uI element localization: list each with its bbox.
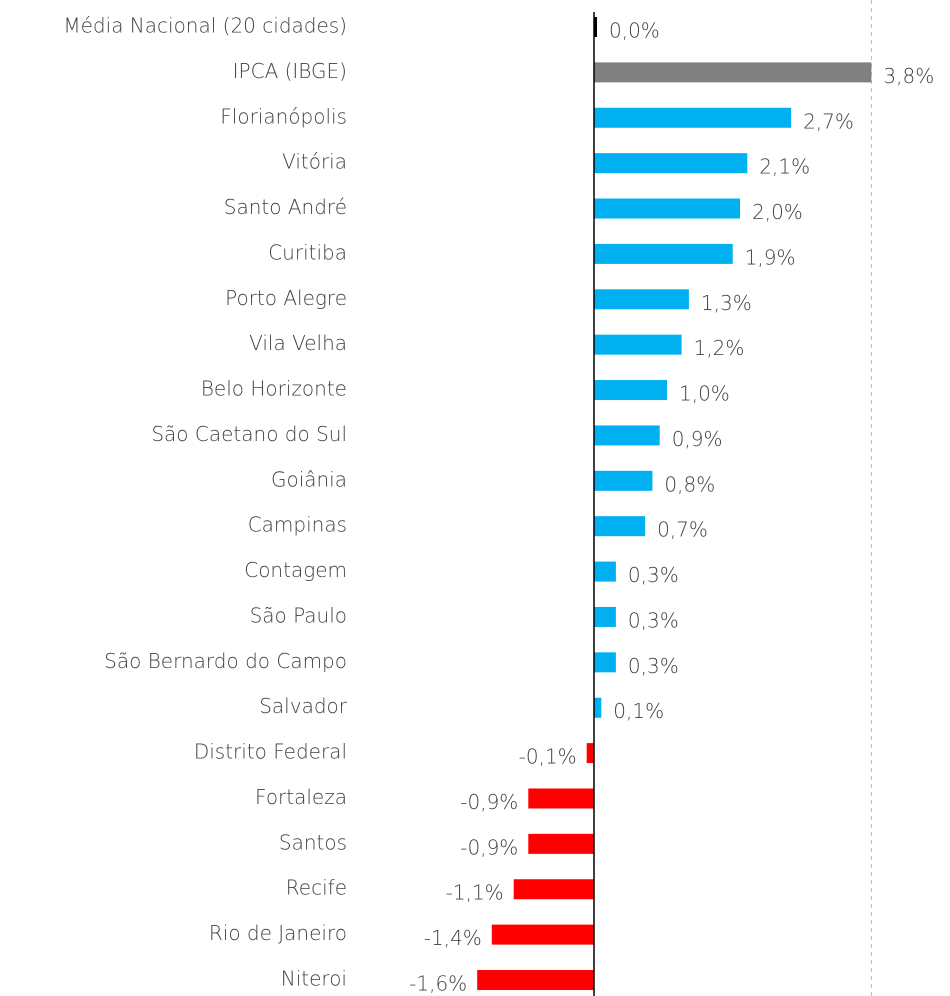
category-label: Fortaleza [255,785,347,809]
bar [594,380,667,401]
value-label: 0,8% [664,472,715,496]
bar [586,743,594,764]
bar [594,62,872,83]
bar [594,334,682,355]
bar [528,788,594,809]
value-label: 0,1% [613,699,664,723]
category-label: Belo Horizonte [201,377,347,401]
category-label: Rio de Janeiro [209,921,347,945]
category-label: Vila Velha [249,331,347,355]
value-label: -1,1% [446,881,504,905]
value-label: 1,2% [694,336,745,360]
category-label: Santo André [224,195,347,219]
value-label: 1,3% [701,291,752,315]
bar [594,470,653,491]
bar [513,879,594,900]
value-label: 3,8% [883,64,934,88]
value-label: -0,9% [460,835,518,859]
value-label: 0,9% [672,427,723,451]
category-label: Curitiba [268,240,347,264]
value-label: -1,6% [409,972,467,996]
bar [477,970,594,990]
value-label: 2,7% [803,109,854,133]
category-label: Recife [286,876,347,900]
category-label: Goiânia [271,467,347,491]
value-label: -0,1% [519,745,577,769]
value-label: -1,4% [424,926,482,950]
bar [594,516,646,537]
value-label: 1,9% [745,245,796,269]
value-label: -0,9% [460,790,518,814]
category-label: São Paulo [250,603,347,627]
category-label: Média Nacional (20 cidades) [63,14,347,38]
bar [594,198,740,219]
category-label: Niteroi [281,967,347,991]
category-label: IPCA (IBGE) [233,59,347,83]
bar [594,561,616,582]
value-label: 0,7% [657,518,708,542]
category-label: São Caetano do Sul [151,422,347,446]
category-label: Vitória [282,150,347,174]
bar [594,107,792,128]
value-label: 0,3% [628,654,679,678]
value-label: 0,3% [628,563,679,587]
bar [594,697,602,718]
bar [594,17,597,37]
value-label: 0,3% [628,608,679,632]
category-label: Florianópolis [220,104,347,128]
bar [594,606,616,627]
value-label: 2,0% [752,200,803,224]
bar [594,243,733,264]
category-label: Porto Alegre [225,286,347,310]
category-label: Santos [279,830,347,854]
bar [594,289,689,310]
category-label: Contagem [244,558,347,582]
category-label: Campinas [248,513,347,537]
category-label: São Bernardo do Campo [104,649,347,673]
bar [594,425,660,446]
category-label: Salvador [259,694,348,718]
bar [491,924,594,945]
bar [594,652,616,673]
value-label: 1,0% [679,382,730,406]
category-label: Distrito Federal [194,740,347,764]
bar [594,153,748,174]
bar [528,833,594,854]
value-label: 2,1% [759,155,810,179]
value-label: 0,0% [609,19,660,43]
